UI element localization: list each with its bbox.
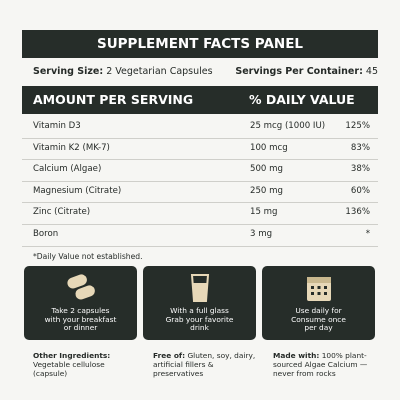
table-row: Boron 3 mg * [22, 224, 378, 247]
table-row: Vitamin D3 25 mcg (1000 IU) 125% [22, 116, 378, 139]
amount: 100 mcg [250, 142, 288, 153]
note: Made with: 100% plant-sourced Algae Calc… [273, 351, 381, 378]
header-cell: AMOUNT PER SERVING [33, 92, 194, 107]
card-line: Use daily for [295, 306, 342, 315]
card-line: With a full glass [170, 306, 229, 315]
icon [190, 274, 209, 302]
amount: 15 mg [250, 207, 278, 218]
daily-value: 60% [350, 185, 370, 196]
table-row: Zinc (Citrate) 15 mg 136% [22, 202, 378, 225]
servings-per-container: Servings Per Container: 45 [235, 66, 378, 77]
card-line: Consume once [291, 314, 346, 324]
serving-size: Serving Size: 2 Vegetarian Capsules [33, 66, 213, 77]
icon [66, 274, 95, 300]
table-row: Magnesium (Citrate) 250 mg 60% [22, 181, 378, 204]
card-line: Take 2 capsules [51, 306, 110, 315]
panel-title: SUPPLEMENT FACTS PANEL [22, 30, 378, 58]
table-row: Vitamin K2 (MK-7) 100 mcg 83% [22, 138, 378, 161]
value: 45 [365, 66, 378, 77]
daily-value: 38% [350, 164, 370, 175]
nutrient: Vitamin K2 (MK-7) [33, 142, 110, 153]
note: Free of: Gluten, soy, dairy, artificial … [153, 351, 261, 378]
daily-value: 136% [345, 207, 370, 218]
card-line: drink [190, 323, 209, 333]
nutrient: Boron [33, 229, 59, 239]
footnote: *Daily Value not established. [33, 252, 143, 261]
note: Other Ingredients: Vegetable cellulose (… [33, 351, 141, 378]
nutrient: Vitamin D3 [33, 121, 81, 131]
note-label: Made with: [273, 351, 320, 360]
note-text: Gluten, soy, dairy, artificial fillers &… [153, 351, 256, 378]
amount: 25 mcg (1000 IU) [250, 121, 326, 131]
note-text: Vegetable cellulose (capsule) [33, 359, 105, 378]
label: Servings Per Container: [235, 66, 363, 77]
daily-value: 83% [350, 142, 370, 153]
nutrient: Magnesium (Citrate) [33, 185, 122, 196]
icon [306, 277, 331, 301]
info-card: With a full glass Grab your favorite drink [143, 266, 256, 340]
note-label: Free of: [153, 351, 186, 360]
table-row: Calcium (Algae) 500 mg 38% [22, 159, 378, 182]
nutrient: Zinc (Citrate) [33, 207, 91, 218]
header-cell: % DAILY VALUE [249, 92, 355, 107]
daily-value: 125% [345, 121, 370, 131]
card-line: per day [304, 323, 333, 333]
nutrient: Calcium (Algae) [33, 164, 102, 175]
info-card: Use daily for Consume once per day [262, 266, 375, 340]
amount: 500 mg [250, 164, 283, 175]
note-label: Other Ingredients: [33, 351, 111, 360]
card-line: Grab your favorite [165, 314, 234, 324]
value: 2 Vegetarian Capsules [106, 66, 213, 77]
label: Serving Size: [33, 66, 104, 77]
info-card: Take 2 capsules with your breakfast or din… [24, 266, 137, 340]
daily-value: * [365, 229, 370, 239]
note-text: 100% plant-sourced Algae Calcium — never… [273, 351, 368, 378]
table-header: AMOUNT PER SERVING % DAILY VALUE [22, 86, 378, 114]
card-line: with your breakfast [44, 314, 117, 324]
amount: 3 mg [250, 229, 273, 239]
amount: 250 mg [250, 185, 283, 196]
card-line: or dinner [63, 323, 98, 333]
